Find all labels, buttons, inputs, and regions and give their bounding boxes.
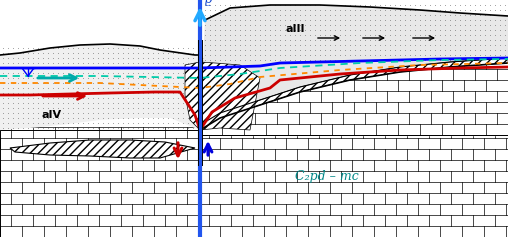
Text: ϱ: ϱ: [205, 0, 212, 6]
Polygon shape: [185, 62, 260, 130]
Text: aIII: aIII: [285, 24, 304, 34]
Text: aIV: aIV: [42, 110, 62, 120]
Polygon shape: [200, 63, 508, 130]
Polygon shape: [0, 130, 508, 237]
Polygon shape: [200, 5, 508, 125]
Polygon shape: [0, 44, 200, 130]
Polygon shape: [10, 140, 195, 158]
Polygon shape: [200, 58, 508, 130]
Polygon shape: [200, 60, 508, 135]
Text: C₂pd – mc: C₂pd – mc: [295, 170, 359, 183]
